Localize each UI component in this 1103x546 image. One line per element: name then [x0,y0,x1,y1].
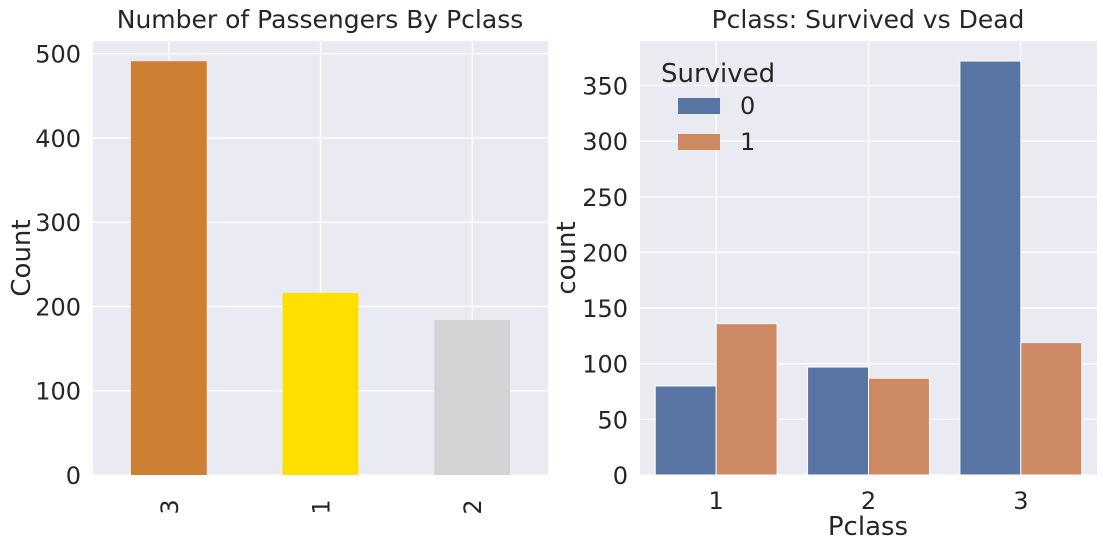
y-tick-label: 50 [597,406,628,434]
survived-vs-dead-chart: 0 50 100 150 200 250 300 350 1 2 3 Pclass: Surviv… [552,5,1097,542]
y-tick-label: 300 [35,209,81,237]
bar-pclass-3-survived-1 [1020,342,1083,476]
bar-2 [434,319,511,475]
y-axis-label: Count [7,219,37,296]
x-tick-labels: 1 2 3 [709,487,1029,515]
bar-pclass-2-survived-1 [868,377,930,476]
y-tick-label: 200 [35,293,81,321]
x-tick-label: 2 [459,499,487,514]
legend-swatch-0 [678,98,720,114]
y-tick-label: 400 [35,125,81,153]
x-tick-label: 3 [1013,487,1028,515]
legend-title: Survived [661,59,775,89]
x-tick-label: 1 [709,487,724,515]
legend: Survived 0 1 [661,59,775,156]
bar-3 [130,61,207,475]
x-axis-label: Pclass [828,512,908,542]
x-tick-label: 3 [156,499,184,514]
y-tick-label: 0 [66,462,81,490]
y-tick-label: 250 [582,184,628,212]
bar-pclass-3-survived-0 [959,60,1022,476]
chart-title: Pclass: Survived vs Dead [712,5,1025,34]
y-tick-label: 100 [582,351,628,379]
y-tick-labels: 0 100 200 300 400 500 [35,41,81,490]
bar-pclass-2-survived-0 [807,366,869,476]
legend-label-0: 0 [740,92,755,120]
y-tick-label: 500 [35,41,81,69]
x-tick-label: 2 [861,487,876,515]
bars [130,61,511,475]
bar-pclass-1-survived-0 [654,385,717,476]
legend-label-1: 1 [740,128,755,156]
bar-1 [282,292,359,475]
passengers-by-pclass-chart: 0 100 200 300 400 500 3 1 2 Number of Passenger… [7,5,548,515]
y-tick-label: 300 [582,128,628,156]
chart-title: Number of Passengers By Pclass [117,5,524,34]
legend-swatch-1 [678,134,720,150]
y-tick-label: 0 [613,462,628,490]
y-tick-label: 150 [582,295,628,323]
y-tick-label: 200 [582,239,628,267]
bars [654,60,1083,476]
y-tick-label: 350 [582,73,628,101]
x-tick-labels: 3 1 2 [156,499,487,514]
x-tick-label: 1 [308,499,336,514]
bar-pclass-1-survived-1 [715,323,778,476]
y-tick-label: 100 [35,378,81,406]
y-axis-label: count [552,221,582,294]
y-tick-labels: 0 50 100 150 200 250 300 350 [582,73,628,490]
